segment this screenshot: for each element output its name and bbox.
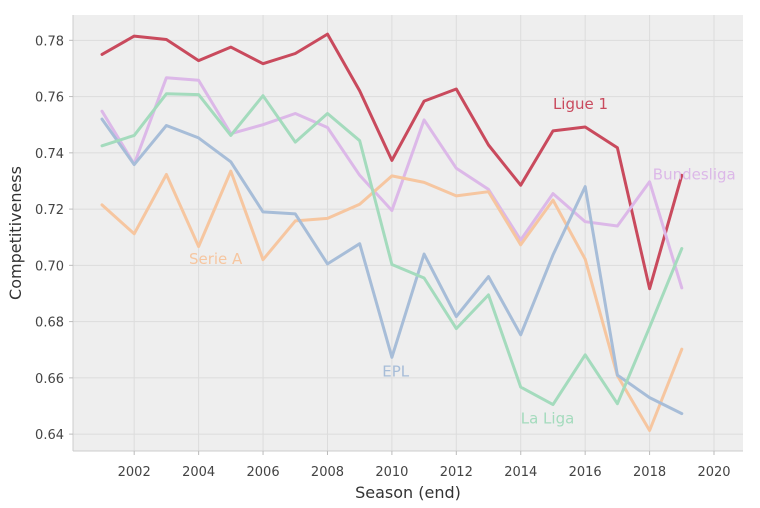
x-axis-title: Season (end) (355, 483, 461, 502)
series-label-la-liga: La Liga (521, 409, 575, 427)
y-tick-label: 0.74 (35, 147, 64, 162)
y-tick-label: 0.70 (35, 259, 64, 274)
series-line-la-liga (100, 92, 684, 407)
series-line-bundesliga (100, 76, 684, 290)
series-line-serie-a (100, 169, 684, 432)
x-tick-label: 2004 (182, 465, 215, 480)
series-lines (100, 32, 684, 432)
y-tick-label: 0.78 (35, 34, 64, 49)
y-tick-label: 0.76 (35, 91, 64, 106)
series-line-ligue-1 (100, 32, 684, 291)
x-tick-label: 2010 (375, 465, 408, 480)
x-tick-label: 2012 (440, 465, 473, 480)
series-line-epl (100, 117, 684, 416)
y-tick-label: 0.66 (35, 372, 64, 387)
y-tick-label: 0.72 (35, 203, 64, 218)
series-label-ligue-1: Ligue 1 (553, 95, 608, 113)
x-tick-label: 2016 (569, 465, 602, 480)
x-tick-label: 2002 (118, 465, 151, 480)
x-tick-label: 2006 (247, 465, 280, 480)
x-tick-label: 2008 (311, 465, 344, 480)
plot-background (73, 15, 743, 451)
series-labels: Ligue 1 Bundesliga Serie A EPL La Liga (189, 95, 736, 427)
series-label-bundesliga: Bundesliga (653, 166, 736, 184)
y-tick-labels: 0.64 0.66 0.68 0.70 0.72 0.74 0.76 0.78 (35, 34, 73, 443)
x-tick-labels: 2002 2004 2006 2008 2010 2012 2014 2016 2018 2020 (118, 451, 731, 480)
series-label-epl: EPL (382, 362, 410, 380)
x-tick-label: 2018 (633, 465, 666, 480)
series-label-serie-a: Serie A (189, 250, 243, 268)
y-axis-title: Competitiveness (6, 166, 25, 300)
x-tick-label: 2014 (504, 465, 537, 480)
y-tick-label: 0.64 (35, 428, 64, 443)
y-tick-label: 0.68 (35, 316, 64, 331)
x-tick-label: 2020 (697, 465, 730, 480)
